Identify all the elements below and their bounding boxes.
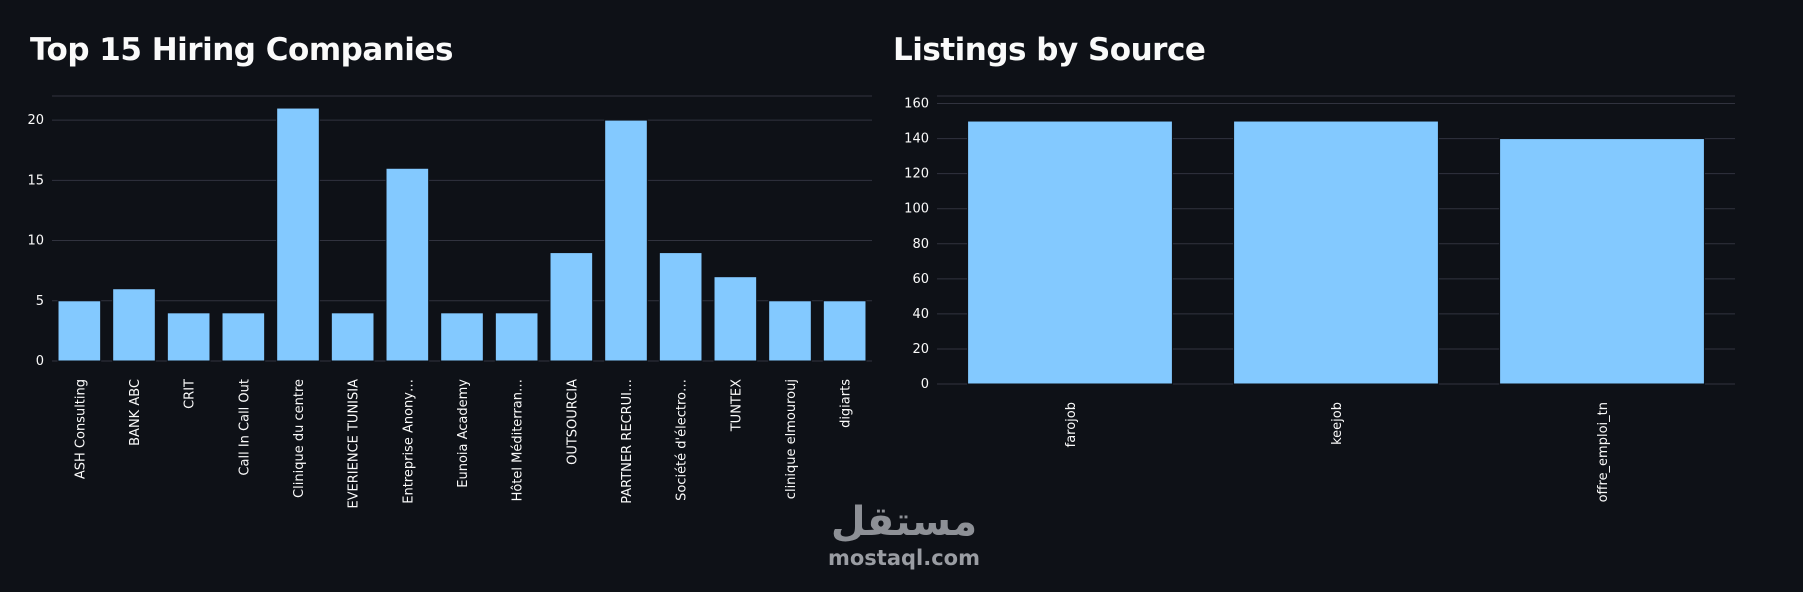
y-tick-label: 160 — [904, 97, 929, 112]
x-tick-label: OUTSOURCIA — [565, 379, 580, 465]
x-tick-label: TUNTEX — [729, 379, 744, 432]
y-tick-label: 120 — [904, 167, 929, 182]
listings-source-bar-chart: 0 20 40 60 80 100 120 140 160 farojob keejob offre_… — [904, 95, 1735, 502]
bar[interactable] — [1499, 138, 1705, 385]
x-tick-label: Hôtel Méditerran… — [511, 379, 526, 501]
x-tick-label: BANK ABC — [128, 379, 143, 446]
chart-title: Listings by Source — [893, 32, 1206, 68]
x-tick-label: Clinique du centre — [292, 379, 307, 498]
bar[interactable] — [276, 107, 320, 362]
bar[interactable] — [768, 300, 812, 362]
bar[interactable] — [658, 252, 703, 362]
x-tick-label: clinique elmourouj — [784, 379, 799, 499]
bar[interactable] — [494, 312, 539, 362]
x-tick-label: PARTNER RECRUI… — [620, 379, 635, 504]
y-tick-label: 0 — [36, 354, 44, 369]
x-tick-label: offre_emploi_tn — [1596, 402, 1611, 502]
x-tick-label: farojob — [1064, 402, 1079, 447]
bar[interactable] — [330, 312, 375, 362]
x-tick-label: Société d'électro… — [675, 379, 690, 501]
watermark-logo: مستقل — [830, 499, 978, 545]
x-tick-label: Eunoia Academy — [456, 379, 471, 488]
y-tick-label: 5 — [36, 294, 44, 309]
bar[interactable] — [967, 120, 1173, 385]
y-tick-label: 10 — [27, 234, 44, 249]
x-tick-label: keejob — [1330, 402, 1345, 445]
bar[interactable] — [713, 276, 758, 362]
bar[interactable] — [604, 119, 648, 362]
y-tick-label: 60 — [912, 272, 929, 287]
y-tick-label: 20 — [912, 342, 929, 357]
bar[interactable] — [112, 288, 156, 362]
bar[interactable] — [57, 300, 102, 362]
y-tick-label: 140 — [904, 132, 929, 147]
y-tick-label: 80 — [912, 237, 929, 252]
y-tick-label: 40 — [912, 307, 929, 322]
x-tick-label: ASH Consulting — [73, 379, 88, 479]
bar[interactable] — [166, 312, 211, 362]
y-tick-label: 20 — [27, 113, 44, 128]
x-tick-label: digiarts — [839, 379, 854, 428]
bar[interactable] — [1233, 120, 1439, 385]
hiring-companies-bar-chart: 0 5 10 15 20 ASH Consulting BANK ABC CRIT Call I… — [27, 95, 872, 509]
bar[interactable] — [822, 300, 867, 362]
x-tick-label: EVERIENCE TUNISIA — [347, 379, 362, 509]
x-tick-label: Call In Call Out — [237, 379, 252, 476]
bar[interactable] — [221, 312, 266, 362]
y-tick-label: 0 — [921, 377, 929, 392]
watermark-text: mostaql.com — [828, 546, 980, 570]
listings-by-source-chart: Listings by Source 0 20 40 60 80 100 120 140 160… — [893, 0, 1773, 592]
y-tick-label: 100 — [904, 202, 929, 217]
y-tick-label: 15 — [27, 173, 44, 188]
bar[interactable] — [549, 252, 594, 362]
watermark: مستقل mostaql.com — [824, 500, 984, 570]
x-tick-label: Entreprise Anony… — [401, 379, 416, 504]
x-tick-label: CRIT — [183, 379, 198, 409]
chart-title: Top 15 Hiring Companies — [30, 32, 453, 68]
bar[interactable] — [440, 312, 484, 362]
bar[interactable] — [385, 167, 430, 362]
top-hiring-companies-chart: Top 15 Hiring Companies 0 5 10 15 20 ASH Cons… — [27, 0, 880, 592]
